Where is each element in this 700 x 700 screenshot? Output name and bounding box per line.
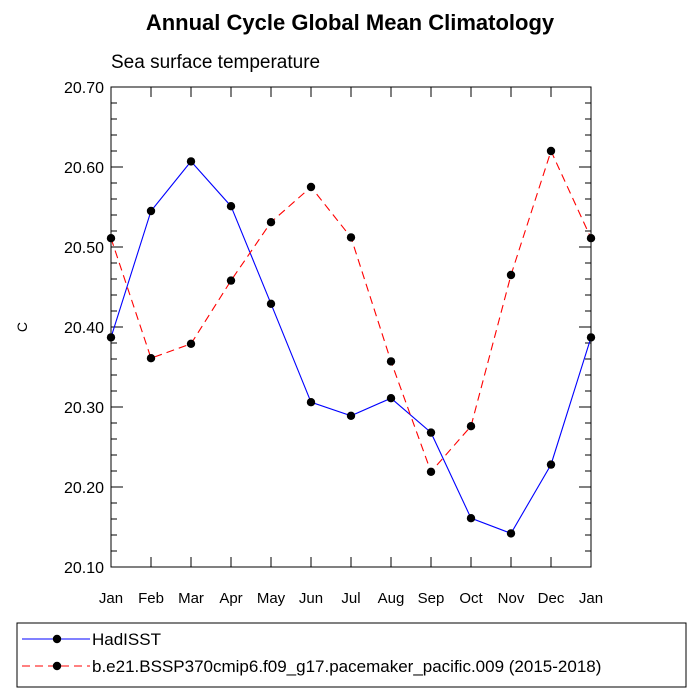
y-tick-label: 20.10 bbox=[64, 560, 104, 577]
x-tick-label: Mar bbox=[178, 590, 204, 607]
x-tick-label: Dec bbox=[538, 590, 565, 607]
y-tick-label: 20.20 bbox=[64, 480, 104, 497]
x-tick-label: Jan bbox=[99, 590, 123, 607]
x-tick-label: Aug bbox=[378, 590, 405, 607]
legend-label-1: HadISST bbox=[92, 630, 161, 649]
series-line bbox=[110, 149, 592, 473]
axis-ticks bbox=[110, 86, 592, 568]
data-point bbox=[546, 460, 556, 469]
series-2 bbox=[106, 146, 596, 476]
y-tick-label: 20.40 bbox=[64, 320, 104, 337]
y-tick-label: 20.50 bbox=[64, 240, 104, 257]
data-point bbox=[146, 206, 156, 216]
data-point bbox=[266, 218, 276, 227]
data-point bbox=[386, 357, 396, 366]
data-point bbox=[186, 157, 196, 166]
data-point bbox=[506, 529, 516, 538]
legend-marker-2 bbox=[52, 661, 62, 671]
x-tick-label: Feb bbox=[138, 590, 164, 607]
x-tick-label: Apr bbox=[219, 590, 242, 607]
x-tick-label: Jan bbox=[579, 590, 603, 607]
legend: HadISST b.e21.BSSP370cmip6.f09_g17.pacema… bbox=[22, 630, 601, 676]
x-tick-label: Jun bbox=[299, 590, 323, 607]
y-tick-label: 20.30 bbox=[64, 400, 104, 417]
data-point bbox=[266, 299, 276, 308]
legend-box bbox=[16, 622, 687, 688]
data-point bbox=[426, 467, 436, 476]
data-point bbox=[466, 422, 476, 431]
data-point bbox=[506, 270, 516, 280]
data-point bbox=[226, 276, 236, 285]
legend-marker-1 bbox=[52, 634, 62, 644]
x-tick-labels: Jan Feb Mar Apr May Jun Jul Aug Sep Oct Nov Dec Jan bbox=[99, 590, 603, 607]
plot-series bbox=[106, 146, 596, 538]
data-point bbox=[546, 146, 556, 156]
data-point bbox=[186, 339, 196, 348]
chart-title: Annual Cycle Global Mean Climatology bbox=[146, 10, 555, 35]
series-1 bbox=[106, 157, 596, 538]
y-axis-label: C bbox=[14, 322, 30, 332]
data-point bbox=[306, 398, 316, 407]
series-line bbox=[110, 160, 592, 535]
x-tick-label: Jul bbox=[341, 590, 360, 607]
x-tick-label: Oct bbox=[459, 590, 483, 607]
x-tick-label: Sep bbox=[418, 590, 445, 607]
data-point bbox=[146, 354, 156, 363]
legend-label-2: b.e21.BSSP370cmip6.f09_g17.pacemaker_pac… bbox=[92, 657, 601, 676]
y-tick-label: 20.70 bbox=[64, 80, 104, 97]
data-point bbox=[426, 428, 436, 437]
data-point bbox=[306, 182, 316, 192]
plot-frame bbox=[110, 86, 592, 568]
data-point bbox=[346, 233, 356, 242]
y-tick-labels: 20.10 20.20 20.30 20.40 20.50 20.60 20.70 bbox=[64, 80, 104, 577]
data-point bbox=[346, 411, 356, 420]
chart-subtitle: Sea surface temperature bbox=[111, 52, 320, 73]
data-point bbox=[386, 394, 396, 403]
data-point bbox=[226, 202, 236, 211]
x-tick-label: Nov bbox=[498, 590, 525, 607]
data-point bbox=[466, 514, 476, 523]
y-tick-label: 20.60 bbox=[64, 160, 104, 177]
x-tick-label: May bbox=[257, 590, 286, 607]
